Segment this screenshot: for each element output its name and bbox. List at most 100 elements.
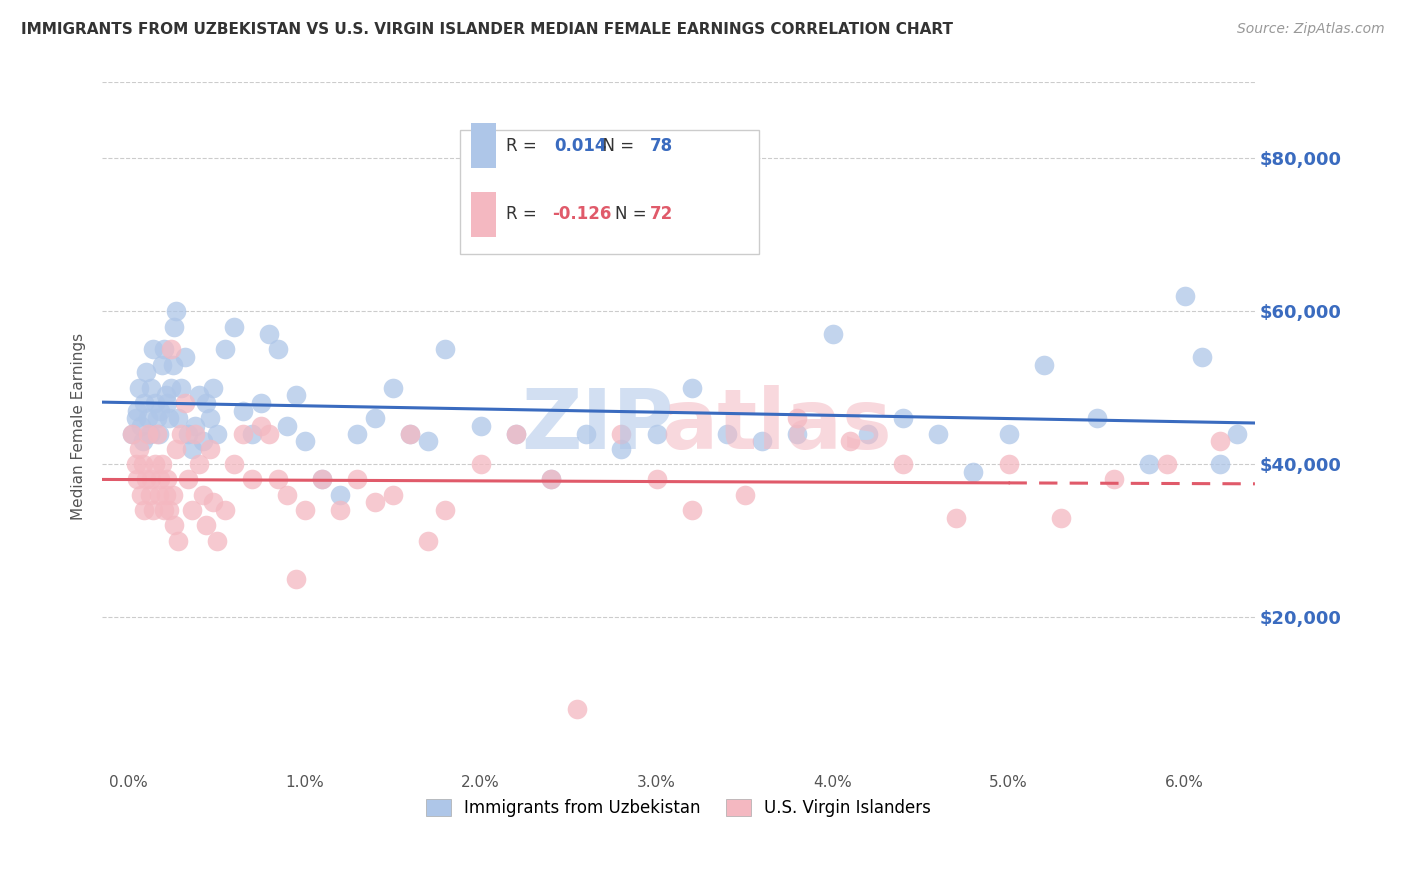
Text: ZIP: ZIP — [522, 385, 673, 467]
Point — [202, 495, 225, 509]
Point — [141, 473, 163, 487]
Point — [131, 434, 153, 449]
Point — [364, 411, 387, 425]
Point — [160, 343, 183, 357]
Point — [399, 426, 422, 441]
Point — [364, 495, 387, 509]
Point — [150, 358, 173, 372]
Point — [181, 442, 204, 456]
Point — [181, 503, 204, 517]
Point — [136, 426, 159, 441]
Point — [124, 411, 146, 425]
Point — [170, 381, 193, 395]
Point — [232, 426, 254, 441]
Point — [174, 396, 197, 410]
Point — [346, 426, 368, 441]
Point — [381, 381, 404, 395]
Y-axis label: Median Female Earnings: Median Female Earnings — [72, 333, 86, 519]
Text: R =: R = — [506, 136, 547, 154]
Point — [128, 381, 150, 395]
Point — [157, 503, 180, 517]
Point — [184, 419, 207, 434]
Point — [138, 426, 160, 441]
Point — [329, 503, 352, 517]
Point — [540, 473, 562, 487]
Text: R =: R = — [506, 205, 541, 223]
Point — [145, 426, 167, 441]
Point — [505, 426, 527, 441]
Point — [997, 426, 1019, 441]
Point — [148, 488, 170, 502]
Point — [127, 473, 149, 487]
Point — [276, 419, 298, 434]
Point — [162, 488, 184, 502]
Point — [121, 426, 143, 441]
Point — [205, 533, 228, 548]
Point — [1102, 473, 1125, 487]
Point — [129, 419, 152, 434]
Point — [240, 426, 263, 441]
Text: 78: 78 — [650, 136, 673, 154]
Point — [165, 304, 187, 318]
Point — [156, 473, 179, 487]
Point — [399, 426, 422, 441]
Point — [681, 503, 703, 517]
Point — [177, 473, 200, 487]
Point — [267, 343, 290, 357]
Point — [786, 411, 808, 425]
Point — [134, 503, 156, 517]
Point — [945, 510, 967, 524]
Point — [505, 426, 527, 441]
Point — [143, 457, 166, 471]
Point — [135, 366, 157, 380]
Point — [1226, 426, 1249, 441]
Point — [174, 350, 197, 364]
Point — [162, 358, 184, 372]
Point — [1032, 358, 1054, 372]
Point — [127, 403, 149, 417]
Point — [284, 572, 307, 586]
Point — [610, 442, 633, 456]
Point — [575, 426, 598, 441]
Legend: Immigrants from Uzbekistan, U.S. Virgin Islanders: Immigrants from Uzbekistan, U.S. Virgin … — [419, 792, 938, 823]
Point — [136, 411, 159, 425]
Point — [249, 396, 271, 410]
Point — [135, 473, 157, 487]
Point — [191, 434, 214, 449]
Point — [416, 533, 439, 548]
Point — [346, 473, 368, 487]
Point — [214, 343, 236, 357]
Point — [540, 473, 562, 487]
Point — [681, 381, 703, 395]
Point — [195, 396, 218, 410]
Point — [839, 434, 862, 449]
FancyBboxPatch shape — [460, 130, 759, 254]
Text: IMMIGRANTS FROM UZBEKISTAN VS U.S. VIRGIN ISLANDER MEDIAN FEMALE EARNINGS CORREL: IMMIGRANTS FROM UZBEKISTAN VS U.S. VIRGI… — [21, 22, 953, 37]
Point — [177, 426, 200, 441]
Text: atlas: atlas — [661, 385, 891, 467]
Point — [145, 411, 167, 425]
Text: -0.126: -0.126 — [551, 205, 612, 223]
Point — [188, 388, 211, 402]
Point — [645, 426, 668, 441]
Point — [142, 343, 165, 357]
Point — [134, 396, 156, 410]
Point — [205, 426, 228, 441]
Point — [716, 426, 738, 441]
Point — [138, 488, 160, 502]
Point — [198, 442, 221, 456]
Point — [149, 473, 172, 487]
Point — [434, 343, 457, 357]
Point — [170, 426, 193, 441]
Point — [416, 434, 439, 449]
Point — [148, 426, 170, 441]
Point — [311, 473, 333, 487]
Point — [734, 488, 756, 502]
Point — [153, 343, 176, 357]
Point — [157, 411, 180, 425]
Point — [224, 319, 246, 334]
FancyBboxPatch shape — [471, 123, 496, 168]
Point — [1191, 350, 1213, 364]
Point — [195, 518, 218, 533]
Point — [1209, 457, 1232, 471]
